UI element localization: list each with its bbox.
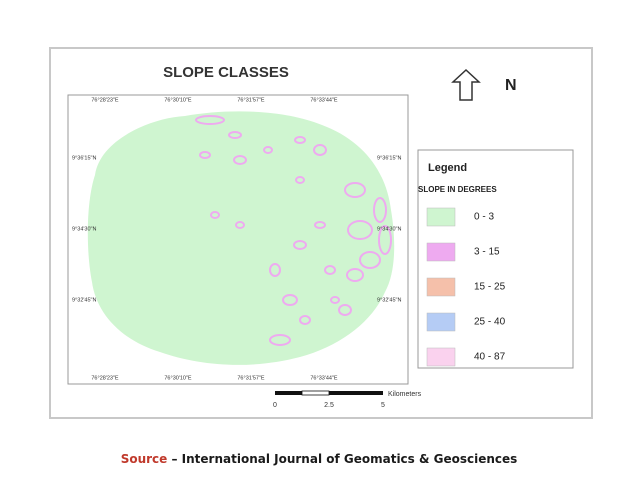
- source-text: – International Journal of Geomatics & G…: [171, 452, 518, 466]
- legend-swatch: [426, 347, 456, 367]
- class-3-15: [346, 268, 364, 282]
- class-3-15: [359, 251, 381, 269]
- class-3-15: [235, 221, 245, 229]
- legend-swatch: [426, 207, 456, 227]
- lat-label: 9°32'45"N: [72, 297, 96, 303]
- lat-label: 9°36'15"N: [377, 155, 401, 161]
- source-label: Source: [120, 452, 168, 466]
- legend-label: 15 - 25: [474, 282, 506, 293]
- class-3-15: [282, 294, 298, 306]
- legend-subtitle: SLOPE IN DEGREES: [418, 185, 497, 194]
- lon-label: 76°31'57"E: [237, 97, 265, 103]
- graticule: 76°28'23"E 76°28'23"E 76°30'10"E 76°30'10"E…: [72, 97, 401, 381]
- class-3-15: [233, 155, 247, 165]
- map: SLOPE CLASSES N 76°28'23"E 76°28'23"E 76°3…: [49, 47, 593, 419]
- legend-label: 40 - 87: [474, 352, 506, 363]
- class-3-15: [373, 197, 387, 223]
- legend-title: Legend: [428, 162, 467, 174]
- lat-label: 9°36'15"N: [72, 155, 96, 161]
- class-3-15: [347, 220, 373, 240]
- class-3-15: [299, 315, 311, 325]
- legend-swatch: [426, 277, 456, 297]
- class-3-15: [314, 221, 326, 229]
- class-3-15: [228, 131, 242, 139]
- legend-swatch: [426, 312, 456, 332]
- class-3-15: [269, 334, 291, 346]
- legend-label: 3 - 15: [474, 247, 500, 258]
- slope-area: [87, 111, 395, 365]
- scale-label: 2.5: [324, 402, 334, 409]
- map-title: SLOPE CLASSES: [163, 64, 289, 81]
- class-3-15: [294, 136, 306, 144]
- class-3-15: [324, 265, 336, 275]
- legend-items: 0 - 3 3 - 15 15 - 25 25 - 40 40 - 87: [426, 207, 506, 367]
- scale-label: 0: [273, 402, 277, 409]
- class-3-15: [293, 240, 307, 250]
- class-3-15: [199, 151, 211, 159]
- north-arrow: [451, 68, 481, 101]
- scale-seg: [275, 391, 302, 395]
- legend-label: 25 - 40: [474, 317, 506, 328]
- class-3-15: [338, 304, 352, 316]
- lon-label: 76°30'10"E: [164, 375, 192, 381]
- class-0-3: [87, 111, 395, 365]
- scale-label: 5: [381, 402, 385, 409]
- class-3-15: [330, 296, 340, 304]
- lat-label: 9°34'30"N: [72, 226, 96, 232]
- lon-label: 76°33'44"E: [310, 375, 338, 381]
- north-label: N: [505, 77, 517, 94]
- scale-seg: [301, 390, 330, 396]
- class-3-15: [313, 144, 327, 156]
- class-3-15: [269, 263, 281, 277]
- lon-label: 76°28'23"E: [91, 97, 119, 103]
- legend-swatch: [426, 242, 456, 262]
- class-3-15: [295, 176, 305, 184]
- class-3-15: [344, 182, 366, 198]
- lon-label: 76°33'44"E: [310, 97, 338, 103]
- lon-label: 76°31'57"E: [237, 375, 265, 381]
- class-3-15: [195, 115, 225, 125]
- lon-label: 76°30'10"E: [164, 97, 192, 103]
- legend-label: 0 - 3: [474, 212, 494, 223]
- scale-unit: Kilometers: [388, 391, 422, 398]
- class-3-15: [378, 225, 392, 255]
- class-3-15: [263, 146, 273, 154]
- class-3-15: [210, 211, 220, 219]
- lat-label: 9°34'30"N: [377, 226, 401, 232]
- scale-seg: [329, 391, 383, 395]
- scale-bar: [275, 390, 383, 396]
- lat-label: 9°32'45"N: [377, 297, 401, 303]
- source-line: Source – International Journal of Geomat…: [0, 452, 638, 466]
- lon-label: 76°28'23"E: [91, 375, 119, 381]
